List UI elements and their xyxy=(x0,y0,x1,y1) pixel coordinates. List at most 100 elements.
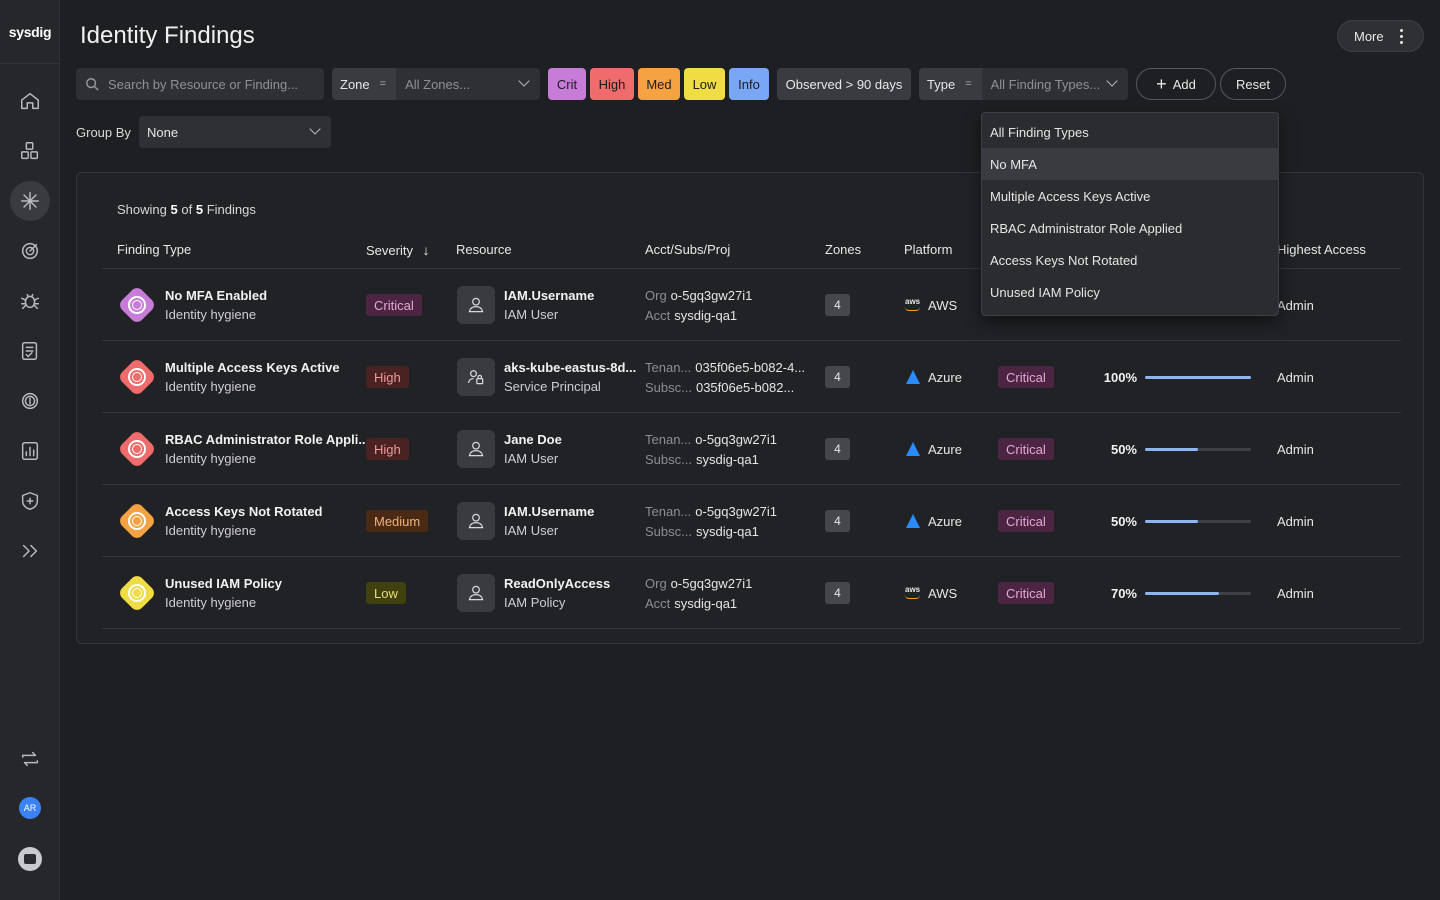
severity-chip-med[interactable]: Med xyxy=(638,68,680,100)
account-line-1: Org o-5gq3gw27i1 xyxy=(645,288,752,303)
severity-badge: High xyxy=(366,366,409,388)
finding-title[interactable]: No MFA Enabled xyxy=(165,288,268,303)
expand-sidebar-icon[interactable] xyxy=(10,531,50,571)
chat-icon[interactable] xyxy=(18,847,42,871)
add-filter-button[interactable]: + Add xyxy=(1136,68,1216,100)
inventory-icon[interactable] xyxy=(10,131,50,171)
severity-badge: Medium xyxy=(366,510,429,532)
platform-name: Azure xyxy=(928,514,962,529)
table-row[interactable]: RBAC Administrator Role Appli... Identity… xyxy=(101,413,1401,485)
finding-type-icon xyxy=(117,429,157,469)
finding-title[interactable]: Unused IAM Policy xyxy=(165,576,283,591)
column-header-platform[interactable]: Platform xyxy=(904,242,953,257)
more-button[interactable]: More xyxy=(1337,20,1424,52)
table-row[interactable]: Access Keys Not Rotated Identity hygiene M… xyxy=(101,485,1401,557)
header-divider xyxy=(101,268,1401,269)
table-row[interactable]: Unused IAM Policy Identity hygiene Low Read… xyxy=(101,557,1401,629)
dropdown-option[interactable]: No MFA xyxy=(982,148,1278,180)
group-by-value: None xyxy=(147,124,179,140)
column-header-zones[interactable]: Zones xyxy=(825,242,862,257)
column-header-finding-type[interactable]: Finding Type xyxy=(117,242,192,257)
finding-category: Identity hygiene xyxy=(165,379,257,394)
account-key: Tenan... xyxy=(645,360,692,375)
resource-name[interactable]: Jane Doe xyxy=(504,432,562,447)
severity-chip-low[interactable]: Low xyxy=(684,68,725,100)
usage-percent: 100% xyxy=(1103,370,1137,385)
severity-chip-high[interactable]: High xyxy=(590,68,634,100)
zone-label: Zone xyxy=(340,76,370,92)
platform-name: AWS xyxy=(928,298,958,313)
chart-icon[interactable] xyxy=(10,431,50,471)
account-line-2: Subsc... sysdig-qa1 xyxy=(645,524,759,539)
highest-access: Admin xyxy=(1277,370,1314,385)
add-label: Add xyxy=(1172,76,1196,92)
zone-filter[interactable]: Zone = All Zones... xyxy=(332,68,540,100)
finding-title[interactable]: Multiple Access Keys Active xyxy=(165,360,340,375)
column-header-severity[interactable]: Severity ↓ xyxy=(366,242,430,258)
home-icon[interactable] xyxy=(10,81,50,121)
highest-access: Admin xyxy=(1277,298,1314,313)
usage-bar-fill xyxy=(1145,448,1198,451)
reset-button[interactable]: Reset xyxy=(1220,68,1286,100)
severity-header-label: Severity xyxy=(366,243,413,258)
aws-icon: aws xyxy=(905,585,921,599)
account-value: sysdig-qa1 xyxy=(674,596,738,611)
integrations-icon[interactable] xyxy=(10,739,50,779)
page-title: Identity Findings xyxy=(80,22,255,49)
highest-access: Admin xyxy=(1277,586,1314,601)
column-header-acct[interactable]: Acct/Subs/Proj xyxy=(645,242,731,257)
identity-icon[interactable] xyxy=(10,181,50,221)
showing-count: Showing 5 of 5 Findings xyxy=(117,202,256,217)
account-key: Subsc... xyxy=(645,380,692,395)
group-by-select[interactable]: None xyxy=(139,116,331,148)
showing-of: of xyxy=(181,202,193,217)
type-value: All Finding Types... xyxy=(990,76,1101,92)
severity-chip-info[interactable]: Info xyxy=(729,68,769,100)
dropdown-option[interactable]: All Finding Types xyxy=(990,124,1089,140)
shield-icon[interactable] xyxy=(10,481,50,521)
observed-filter[interactable]: Observed > 90 days xyxy=(777,68,911,100)
column-header-highest-access[interactable]: Highest Access xyxy=(1277,242,1366,257)
column-header-resource[interactable]: Resource xyxy=(456,242,512,257)
dropdown-option[interactable]: Access Keys Not Rotated xyxy=(990,252,1138,268)
resource-name[interactable]: IAM.Username xyxy=(504,288,595,303)
dropdown-option[interactable]: Unused IAM Policy xyxy=(990,284,1100,300)
fingerprint-icon[interactable] xyxy=(10,381,50,421)
resource-type: IAM User xyxy=(504,451,559,466)
usage-bar-fill xyxy=(1145,520,1198,523)
dropdown-option[interactable]: RBAC Administrator Role Applied xyxy=(990,220,1183,236)
account-line-2: Acct sysdig-qa1 xyxy=(645,308,737,323)
report-icon[interactable] xyxy=(10,331,50,371)
resource-name[interactable]: aks-kube-eastus-8d... xyxy=(504,360,637,375)
account-value: o-5gq3gw27i1 xyxy=(670,576,753,591)
dropdown-option[interactable]: Multiple Access Keys Active xyxy=(990,188,1151,204)
highest-access: Admin xyxy=(1277,442,1314,457)
resource-type: IAM Policy xyxy=(504,595,566,610)
bug-icon[interactable] xyxy=(10,281,50,321)
type-operator: = xyxy=(965,78,972,90)
account-key: Tenan... xyxy=(645,504,692,519)
search-input[interactable]: Search by Resource or Finding... xyxy=(76,68,324,100)
table-row[interactable]: No MFA Enabled Identity hygiene Critical IA… xyxy=(101,269,1401,341)
showing-suffix: Findings xyxy=(206,202,256,217)
account-value: 035f06e5-b082... xyxy=(695,380,795,395)
finding-title[interactable]: RBAC Administrator Role Appli... xyxy=(165,432,370,447)
avatar[interactable]: AR xyxy=(19,797,41,819)
account-line-1: Tenan... o-5gq3gw27i1 xyxy=(645,432,777,447)
severity-chip-crit[interactable]: Crit xyxy=(548,68,586,100)
sysdig-logo[interactable]: sysdig xyxy=(0,0,60,64)
target-icon[interactable] xyxy=(10,231,50,271)
type-filter[interactable]: Type = All Finding Types... xyxy=(919,68,1128,100)
resource-name[interactable]: IAM.Username xyxy=(504,504,595,519)
zones-count: 4 xyxy=(825,438,850,460)
resource-name[interactable]: ReadOnlyAccess xyxy=(504,576,611,591)
zones-count: 4 xyxy=(825,366,850,388)
zone-operator: = xyxy=(379,78,387,90)
service-principal-icon xyxy=(457,358,495,396)
user-icon xyxy=(457,430,495,468)
account-value: sysdig-qa1 xyxy=(695,524,759,539)
table-row[interactable]: Multiple Access Keys Active Identity hygi… xyxy=(101,341,1401,413)
finding-category: Identity hygiene xyxy=(165,595,257,610)
finding-title[interactable]: Access Keys Not Rotated xyxy=(165,504,323,519)
risk-badge: Critical xyxy=(998,366,1054,388)
